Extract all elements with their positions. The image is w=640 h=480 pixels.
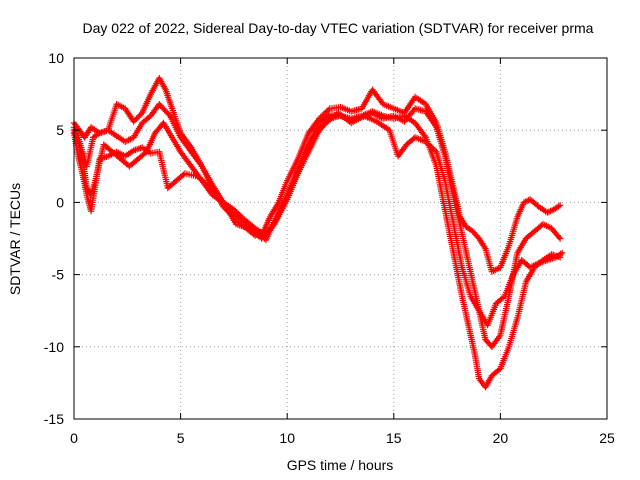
axis-ticks: 0 5 10 15 20 25 -15 -10 -5 0 5 10 [44,50,615,446]
y-tick-label: -5 [52,267,65,283]
series-trace-1 [70,75,564,275]
y-tick-label: 5 [56,122,64,138]
y-tick-label: 10 [48,50,64,66]
y-tick-label: -15 [44,411,64,427]
plot-frame [73,57,608,420]
y-axis-title: SDTVAR / TECUs [7,183,23,295]
y-tick-label: -10 [44,339,64,355]
series-trace-4 [70,109,566,329]
x-tick-label: 20 [493,430,509,446]
x-tick-label: 15 [386,430,402,446]
data-series [70,75,566,391]
series-markers [70,75,564,275]
x-tick-label: 5 [177,430,185,446]
y-tick-label: 0 [56,194,64,210]
x-tick-label: 10 [279,430,295,446]
chart-title: Day 022 of 2022, Sidereal Day-to-day VTE… [83,20,594,36]
x-axis-title: GPS time / hours [287,457,394,473]
x-tick-label: 0 [70,430,78,446]
x-tick-label: 25 [599,430,615,446]
series-markers [70,109,566,329]
